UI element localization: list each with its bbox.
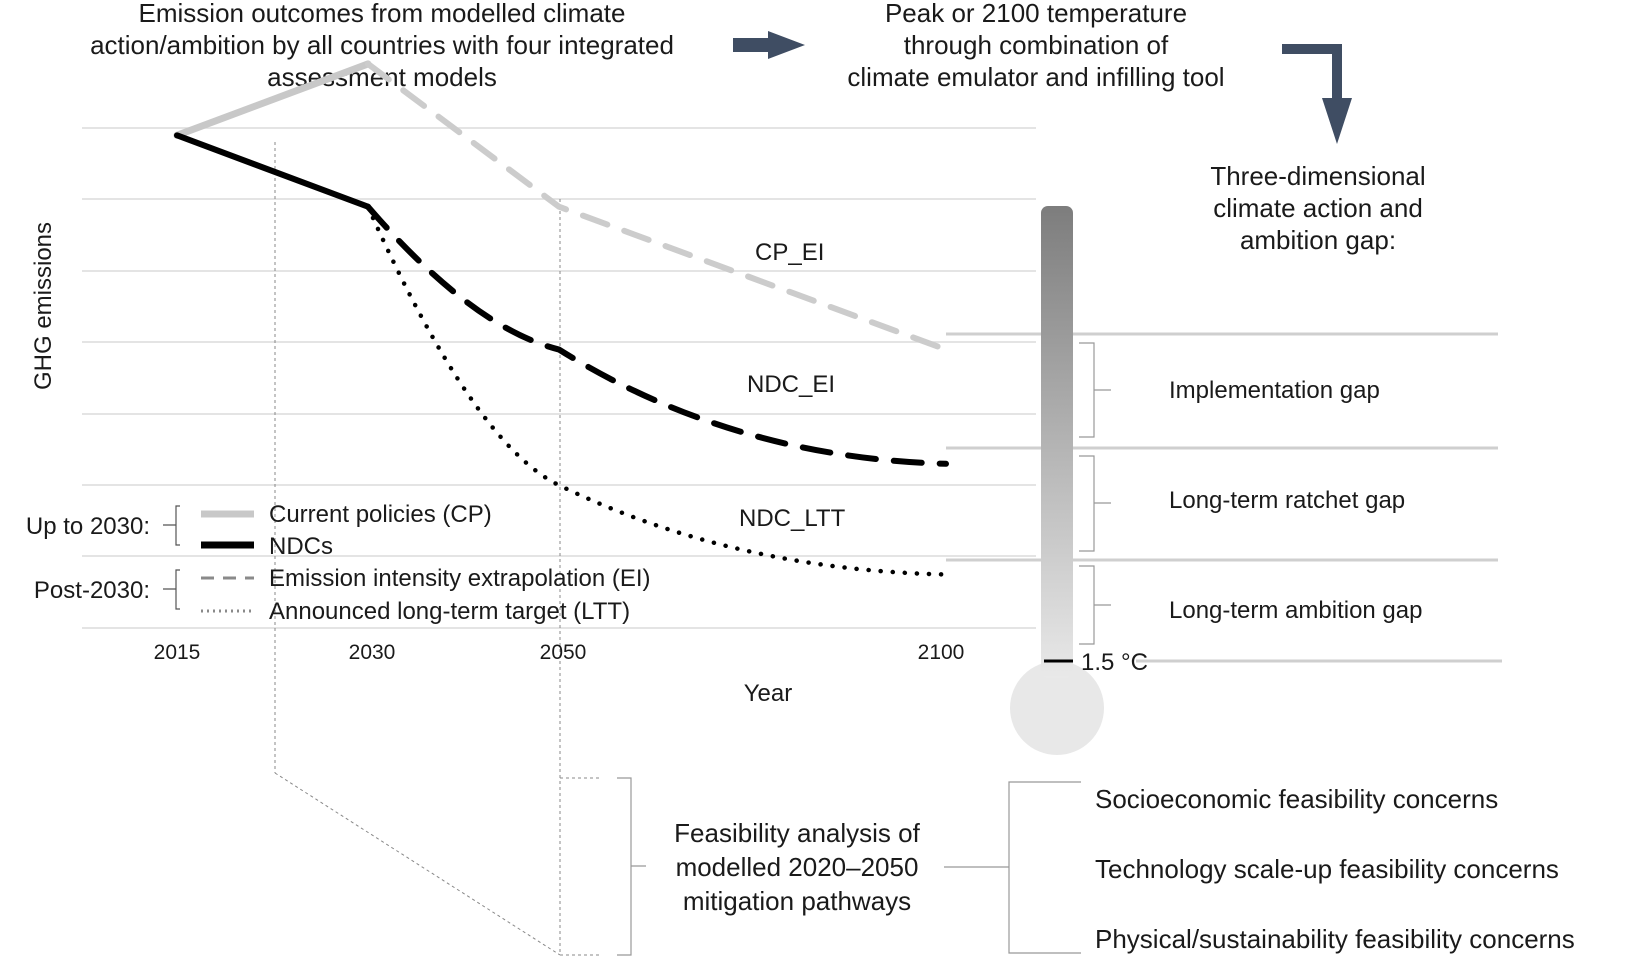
concern-technology: Technology scale-up feasibility concerns [1095, 854, 1559, 884]
x-axis-label: Year [744, 680, 793, 707]
gap-title-line-2: climate action and [1213, 193, 1423, 223]
y-axis-label: GHG emissions [30, 222, 57, 390]
legend-bracket-1 [163, 505, 180, 546]
legend-group-up-to-2030: Up to 2030: [26, 513, 150, 540]
legend-entry-ei: Emission intensity extrapolation (EI) [269, 565, 651, 592]
implementation-gap-label: Implementation gap [1169, 377, 1380, 404]
threshold-label: 1.5 °C [1081, 649, 1148, 676]
legend-entry-ndc: NDCs [269, 533, 333, 560]
feasibility-title-line-3: mitigation pathways [683, 886, 911, 916]
legend-entry-cp: Current policies (CP) [269, 501, 492, 528]
gap-title-line-1: Three-dimensional [1210, 161, 1425, 191]
thermometer: 1.5 °C [1010, 206, 1148, 755]
ambition-gap-label: Long-term ambition gap [1169, 597, 1422, 624]
arrow-bent-down-icon [1282, 44, 1352, 144]
header-right-line-1: Peak or 2100 temperature [885, 0, 1187, 28]
series-line-cp-ei [365, 60, 949, 353]
series-line-ndcs [174, 132, 371, 210]
x-tick-2100: 2100 [918, 641, 965, 664]
feasibility-right-bracket [944, 781, 1081, 954]
legend-entry-ltt: Announced long-term target (LTT) [269, 598, 630, 625]
header-right-line-2: through combination of [904, 30, 1169, 60]
thermometer-bulb [1010, 661, 1104, 755]
thermometer-tube [1041, 206, 1073, 678]
x-tick-2050: 2050 [540, 641, 587, 664]
series-label-ndc-ei: NDC_EI [747, 371, 835, 398]
feasibility-title-line-1: Feasibility analysis of [674, 818, 920, 848]
chart-legend: Up to 2030: Post-2030: Current policies … [26, 501, 651, 625]
gap-title-line-3: ambition gap: [1240, 225, 1396, 255]
header-left-line-2: action/ambition by all countries with fo… [90, 30, 674, 60]
header-left-line-1: Emission outcomes from modelled climate [139, 0, 626, 28]
series-line-ndc-ei [365, 203, 949, 467]
legend-group-post-2030: Post-2030: [34, 577, 150, 604]
x-tick-2030: 2030 [349, 641, 396, 664]
ratchet-gap-label: Long-term ratchet gap [1169, 487, 1405, 514]
chart-series-layer [173, 60, 949, 577]
header-right-line-3: climate emulator and infilling tool [847, 62, 1224, 92]
series-label-ndc-ltt: NDC_LTT [739, 505, 846, 532]
series-label-cp-ei: CP_EI [755, 239, 824, 266]
feasibility-connectors [274, 142, 600, 956]
series-line-cp [173, 60, 372, 139]
series-line-ndc-ltt [365, 204, 949, 577]
gap-level-lines [946, 332, 1502, 663]
arrow-right-icon [733, 31, 805, 59]
legend-bracket-2 [163, 569, 180, 610]
x-tick-2015: 2015 [154, 641, 201, 664]
feasibility-left-bracket [617, 777, 646, 956]
gap-brackets [1079, 342, 1111, 645]
concern-physical: Physical/sustainability feasibility conc… [1095, 924, 1575, 954]
feasibility-title-line-2: modelled 2020–2050 [676, 852, 919, 882]
chart-gridlines [82, 127, 1036, 629]
concern-socioeconomic: Socioeconomic feasibility concerns [1095, 784, 1498, 814]
